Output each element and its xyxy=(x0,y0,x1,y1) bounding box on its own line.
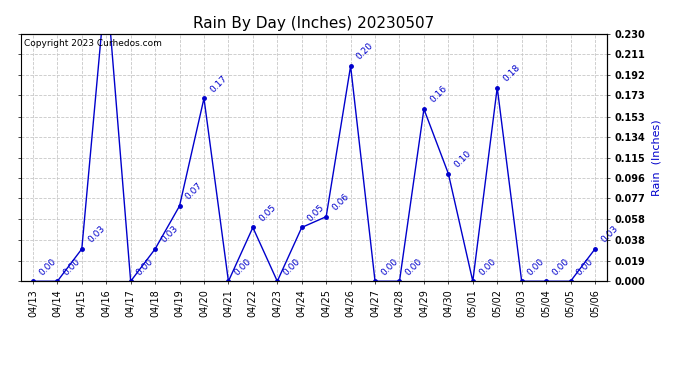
Text: 0.00: 0.00 xyxy=(575,256,595,277)
Text: 0.00: 0.00 xyxy=(550,256,571,277)
Text: 0.07: 0.07 xyxy=(184,181,204,202)
Text: 0.17: 0.17 xyxy=(208,74,229,94)
Text: 0.03: 0.03 xyxy=(86,224,106,245)
Text: 0.05: 0.05 xyxy=(257,202,277,223)
Text: 0.00: 0.00 xyxy=(61,256,82,277)
Text: 0.20: 0.20 xyxy=(355,41,375,62)
Y-axis label: Rain  (Inches): Rain (Inches) xyxy=(651,119,661,196)
Text: 0.10: 0.10 xyxy=(453,149,473,170)
Text: 0.00: 0.00 xyxy=(37,256,58,277)
Text: 0.18: 0.18 xyxy=(502,63,522,83)
Text: 0.28: 0.28 xyxy=(0,374,1,375)
Text: 0.03: 0.03 xyxy=(159,224,180,245)
Text: 0.16: 0.16 xyxy=(428,84,448,105)
Text: 0.03: 0.03 xyxy=(599,224,620,245)
Text: Copyright 2023 Curhedos.com: Copyright 2023 Curhedos.com xyxy=(23,39,161,48)
Text: 0.00: 0.00 xyxy=(135,256,155,277)
Text: 0.00: 0.00 xyxy=(526,256,546,277)
Text: 0.06: 0.06 xyxy=(331,192,351,213)
Text: 0.00: 0.00 xyxy=(282,256,302,277)
Text: 0.00: 0.00 xyxy=(404,256,424,277)
Text: 0.00: 0.00 xyxy=(477,256,497,277)
Text: 0.05: 0.05 xyxy=(306,202,326,223)
Title: Rain By Day (Inches) 20230507: Rain By Day (Inches) 20230507 xyxy=(193,16,435,31)
Text: 0.00: 0.00 xyxy=(380,256,400,277)
Text: 0.00: 0.00 xyxy=(233,256,253,277)
